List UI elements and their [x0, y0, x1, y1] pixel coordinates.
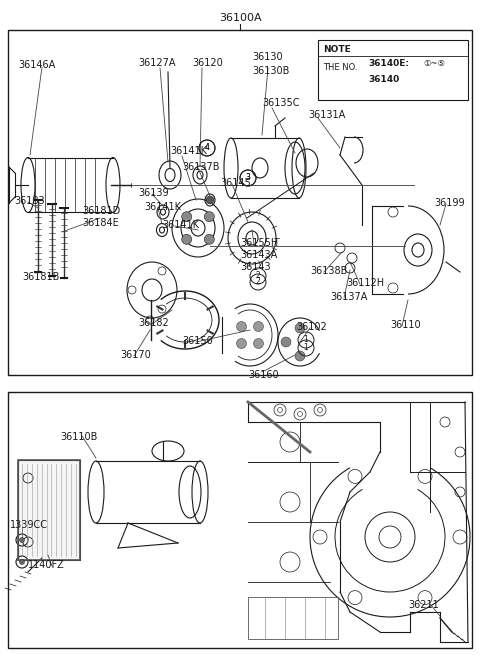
Text: 36160: 36160: [248, 370, 278, 380]
Text: 36141K: 36141K: [144, 202, 181, 212]
Circle shape: [295, 323, 305, 333]
Text: 36155H: 36155H: [240, 238, 278, 248]
Text: 36181B: 36181B: [22, 272, 60, 282]
Bar: [8, 392, 472, 648]
Text: 1: 1: [304, 343, 308, 352]
Text: THE NO.: THE NO.: [323, 64, 358, 73]
Circle shape: [182, 234, 192, 244]
Circle shape: [237, 322, 247, 331]
Circle shape: [253, 322, 264, 331]
Text: 36137B: 36137B: [182, 162, 219, 172]
Text: NOTE: NOTE: [323, 45, 351, 54]
Circle shape: [204, 234, 214, 244]
Bar: [8, 30, 472, 375]
Text: 36138B: 36138B: [310, 266, 348, 276]
Text: 36137A: 36137A: [330, 292, 367, 302]
Circle shape: [20, 559, 24, 565]
Text: 36110B: 36110B: [60, 432, 97, 442]
Text: 2: 2: [256, 272, 260, 280]
Circle shape: [204, 212, 214, 221]
Text: 36141K: 36141K: [162, 220, 199, 230]
Bar: [248, 597, 338, 639]
Text: 1339CC: 1339CC: [10, 520, 48, 530]
Text: 36145: 36145: [220, 178, 251, 188]
Text: 36199: 36199: [434, 198, 465, 208]
Circle shape: [281, 337, 291, 347]
Circle shape: [206, 196, 214, 204]
Circle shape: [182, 212, 192, 221]
Text: 36120: 36120: [192, 58, 223, 68]
Text: 1: 1: [304, 335, 308, 345]
Text: 36110: 36110: [390, 320, 420, 330]
Circle shape: [237, 339, 247, 348]
Text: 36140E:: 36140E:: [368, 60, 409, 69]
Text: 36130B: 36130B: [252, 66, 289, 76]
Text: 36139: 36139: [138, 188, 168, 198]
Text: 36184E: 36184E: [82, 218, 119, 228]
Text: 36211: 36211: [408, 600, 439, 610]
Text: 36112H: 36112H: [346, 278, 384, 288]
Text: 3: 3: [246, 174, 251, 183]
Text: 36131A: 36131A: [308, 110, 345, 120]
Text: 36183: 36183: [14, 196, 45, 206]
Text: 36135C: 36135C: [262, 98, 300, 108]
Text: 36100A: 36100A: [219, 13, 261, 23]
Text: 3: 3: [246, 174, 251, 183]
Text: 36127A: 36127A: [138, 58, 176, 68]
Text: 36150: 36150: [182, 336, 213, 346]
Text: 36130: 36130: [252, 52, 283, 62]
Text: 36146A: 36146A: [18, 60, 55, 70]
Circle shape: [20, 538, 24, 542]
Text: 36181D: 36181D: [82, 206, 120, 216]
Bar: [18, 460, 80, 560]
Text: 36143A: 36143A: [240, 250, 277, 260]
Text: 4: 4: [204, 143, 209, 153]
Text: 36102: 36102: [296, 322, 327, 332]
Text: 36140: 36140: [368, 75, 399, 84]
Text: 1140FZ: 1140FZ: [28, 560, 65, 570]
Text: 4: 4: [204, 143, 209, 153]
Circle shape: [295, 351, 305, 361]
Bar: [18, 460, 80, 560]
Text: 36170: 36170: [120, 350, 151, 360]
Text: 36143: 36143: [240, 262, 271, 272]
Text: 36182: 36182: [138, 318, 169, 328]
Text: 2: 2: [256, 278, 260, 286]
Text: 36141K: 36141K: [170, 146, 207, 156]
Circle shape: [253, 339, 264, 348]
Bar: [318, 40, 468, 100]
Text: ①~⑤: ①~⑤: [423, 60, 445, 69]
